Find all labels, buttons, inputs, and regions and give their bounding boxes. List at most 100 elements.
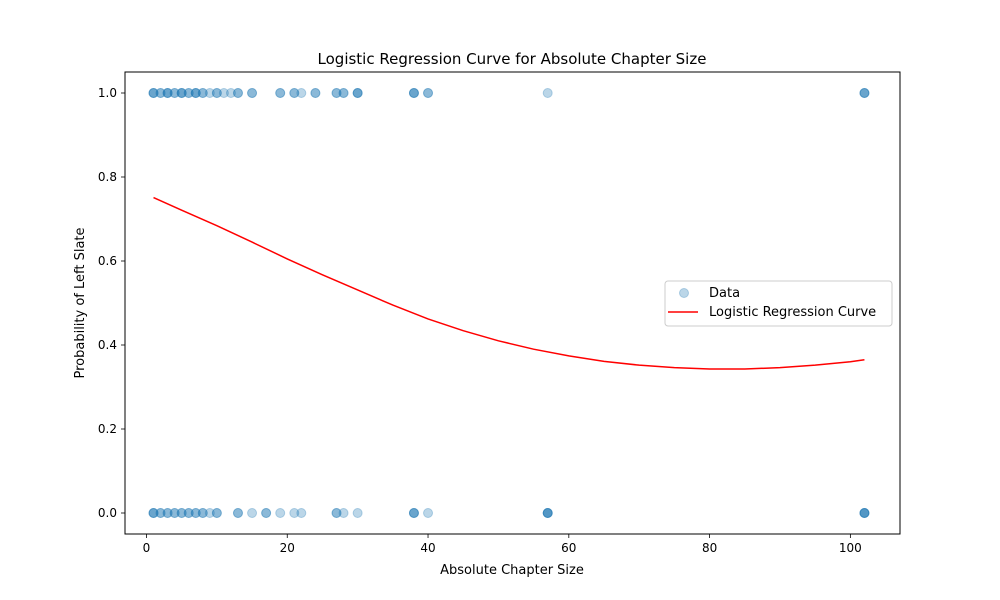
data-point bbox=[211, 508, 222, 518]
legend-curve-label: Logistic Regression Curve bbox=[709, 305, 876, 320]
data-point bbox=[218, 88, 229, 98]
data-point bbox=[183, 88, 194, 98]
data-point bbox=[148, 508, 159, 518]
data-point bbox=[190, 508, 201, 518]
data-point bbox=[155, 508, 166, 518]
data-point bbox=[352, 508, 363, 518]
data-point bbox=[296, 88, 307, 98]
x-axis-label: Absolute Chapter Size bbox=[440, 563, 584, 578]
data-point bbox=[408, 88, 419, 98]
data-point bbox=[310, 88, 321, 98]
legend-data-marker bbox=[679, 288, 689, 298]
data-point bbox=[190, 88, 201, 98]
data-point bbox=[408, 88, 419, 98]
data-point bbox=[275, 508, 286, 518]
data-point bbox=[183, 88, 194, 98]
data-point bbox=[310, 88, 321, 98]
data-point bbox=[197, 508, 208, 518]
data-point bbox=[859, 508, 870, 518]
plot-layer bbox=[148, 88, 870, 518]
data-point bbox=[859, 88, 870, 98]
data-point bbox=[275, 88, 286, 98]
data-point bbox=[247, 88, 258, 98]
data-point bbox=[162, 508, 173, 518]
data-point bbox=[155, 88, 166, 98]
data-point bbox=[542, 508, 553, 518]
data-point bbox=[169, 88, 180, 98]
data-point bbox=[331, 88, 342, 98]
data-point bbox=[408, 88, 419, 98]
data-point bbox=[542, 508, 553, 518]
data-point bbox=[148, 88, 159, 98]
data-point bbox=[176, 508, 187, 518]
x-tick-label: 60 bbox=[561, 541, 576, 555]
data-point bbox=[352, 88, 363, 98]
data-point bbox=[232, 508, 243, 518]
data-point bbox=[859, 508, 870, 518]
data-point bbox=[197, 88, 208, 98]
data-point bbox=[232, 508, 243, 518]
data-point bbox=[190, 508, 201, 518]
data-point bbox=[176, 508, 187, 518]
data-point bbox=[176, 88, 187, 98]
y-tick-label: 0.2 bbox=[98, 422, 117, 436]
x-tick-label: 40 bbox=[420, 541, 435, 555]
data-point bbox=[232, 88, 243, 98]
data-point bbox=[204, 88, 215, 98]
data-point bbox=[225, 88, 236, 98]
data-point bbox=[162, 88, 173, 98]
data-point bbox=[232, 88, 243, 98]
data-point bbox=[859, 508, 870, 518]
data-point bbox=[247, 508, 258, 518]
x-tick-label: 100 bbox=[839, 541, 862, 555]
data-point bbox=[289, 88, 300, 98]
data-point bbox=[176, 88, 187, 98]
legend-data-label: Data bbox=[709, 286, 740, 301]
data-point bbox=[183, 508, 194, 518]
y-tick-label: 0.4 bbox=[98, 338, 117, 352]
data-point bbox=[338, 88, 349, 98]
data-point bbox=[542, 508, 553, 518]
legend-box bbox=[664, 280, 893, 327]
data-point bbox=[423, 88, 434, 98]
data-point bbox=[338, 88, 349, 98]
y-tick-label: 0.6 bbox=[98, 254, 117, 268]
y-axis-ticks: 0.0 0.2 0.4 0.6 0.8 1.0 bbox=[98, 86, 125, 520]
data-point bbox=[162, 508, 173, 518]
data-point bbox=[162, 88, 173, 98]
data-point bbox=[148, 508, 159, 518]
data-point bbox=[197, 88, 208, 98]
x-tick-label: 80 bbox=[702, 541, 717, 555]
data-point bbox=[423, 88, 434, 98]
data-point bbox=[169, 508, 180, 518]
data-point bbox=[211, 88, 222, 98]
data-point bbox=[275, 88, 286, 98]
plot-frame bbox=[124, 71, 901, 535]
y-tick-label: 0.0 bbox=[98, 506, 117, 520]
data-point bbox=[211, 88, 222, 98]
data-point bbox=[331, 508, 342, 518]
data-point bbox=[176, 88, 187, 98]
data-point bbox=[423, 508, 434, 518]
data-point bbox=[542, 88, 553, 98]
data-point bbox=[296, 508, 307, 518]
data-point bbox=[289, 508, 300, 518]
data-point bbox=[289, 88, 300, 98]
data-point bbox=[542, 508, 553, 518]
data-point bbox=[155, 88, 166, 98]
data-point bbox=[859, 88, 870, 98]
data-point bbox=[148, 88, 159, 98]
data-point bbox=[408, 508, 419, 518]
data-point bbox=[331, 88, 342, 98]
data-point bbox=[331, 508, 342, 518]
chart-title: Logistic Regression Curve for Absolute C… bbox=[318, 50, 707, 68]
logistic-regression-curve bbox=[153, 196, 865, 370]
data-point bbox=[859, 88, 870, 98]
y-tick-label: 1.0 bbox=[98, 86, 117, 100]
data-point bbox=[859, 508, 870, 518]
data-point bbox=[261, 508, 272, 518]
data-point bbox=[148, 508, 159, 518]
data-point bbox=[338, 508, 349, 518]
x-tick-label: 20 bbox=[280, 541, 295, 555]
